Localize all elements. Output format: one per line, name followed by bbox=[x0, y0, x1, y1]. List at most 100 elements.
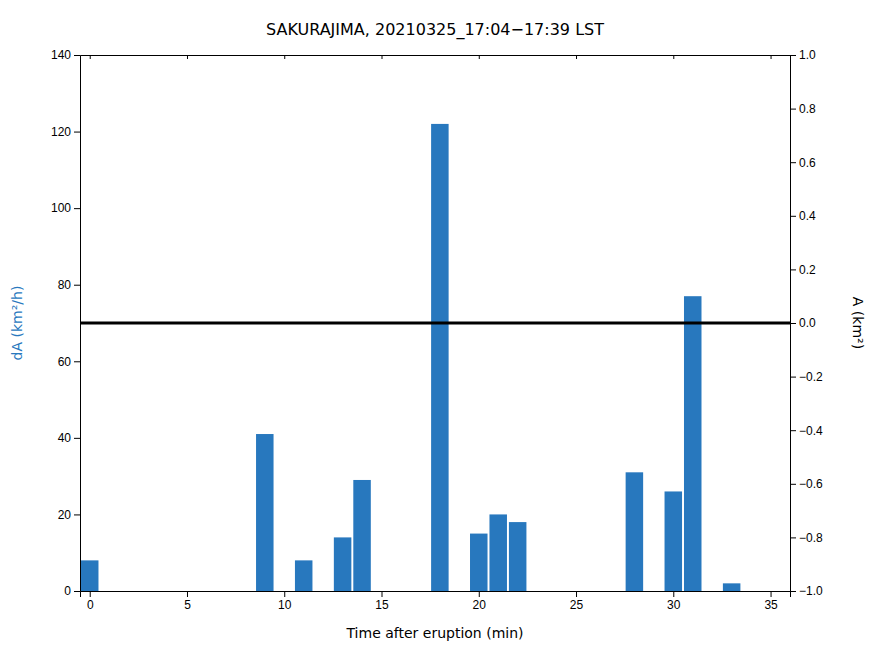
x-axis: 05101520253035 bbox=[81, 591, 791, 612]
tick-label: 5 bbox=[184, 598, 191, 612]
tick bbox=[187, 55, 188, 59]
tick-label: 0.4 bbox=[799, 209, 816, 223]
tick-mark bbox=[74, 438, 80, 439]
bar bbox=[665, 491, 683, 591]
tick-mark bbox=[576, 591, 577, 597]
tick-label: 80 bbox=[58, 278, 72, 292]
marks bbox=[80, 124, 790, 591]
tick-mark bbox=[74, 285, 80, 286]
tick-mark bbox=[284, 591, 285, 597]
tick: 20 bbox=[58, 508, 80, 522]
tick-label: 30 bbox=[667, 598, 681, 612]
tick: 0.6 bbox=[790, 156, 816, 170]
tick: 40 bbox=[58, 431, 80, 445]
tick-mark bbox=[382, 591, 383, 597]
tick-mark bbox=[479, 591, 480, 597]
tick-mark bbox=[74, 55, 80, 56]
tick bbox=[576, 55, 577, 59]
tick-label: 25 bbox=[570, 598, 584, 612]
tick-mark bbox=[74, 591, 80, 592]
tick-mark bbox=[790, 430, 796, 431]
tick: 10 bbox=[278, 591, 292, 612]
tick-label: 40 bbox=[58, 431, 72, 445]
tick-label: 10 bbox=[278, 598, 292, 612]
tick-mark bbox=[790, 323, 796, 324]
tick-mark bbox=[187, 55, 188, 59]
bar bbox=[509, 522, 527, 591]
tick-label: 140 bbox=[51, 48, 71, 62]
tick: 80 bbox=[58, 278, 80, 292]
tick-label: −0.8 bbox=[799, 531, 823, 545]
tick-mark bbox=[90, 55, 91, 59]
y2-axis-title: A (km²) bbox=[850, 297, 866, 349]
tick: 0.0 bbox=[790, 316, 816, 330]
tick-label: 100 bbox=[51, 201, 71, 215]
bar bbox=[723, 583, 741, 591]
bar bbox=[489, 514, 507, 591]
tick: 30 bbox=[667, 591, 681, 612]
axis-line bbox=[81, 592, 791, 598]
tick-mark bbox=[74, 514, 80, 515]
y2-axis: −1.0 −0.8 −0.6 −0.4 −0.2 0.0 0.2 0.4 0.6 0.8 1.0 bbox=[790, 48, 823, 598]
tick-label: −0.6 bbox=[799, 477, 823, 491]
tick-label: 0.8 bbox=[799, 102, 816, 116]
bar bbox=[334, 537, 352, 591]
tick-mark bbox=[790, 216, 796, 217]
tick: 100 bbox=[51, 201, 80, 215]
tick-label: −0.4 bbox=[799, 424, 823, 438]
tick bbox=[382, 55, 383, 59]
tick: 0.4 bbox=[790, 209, 816, 223]
tick: 60 bbox=[58, 355, 80, 369]
tick: 25 bbox=[570, 591, 584, 612]
tick: 20 bbox=[473, 591, 487, 612]
tick-label: 0.6 bbox=[799, 156, 816, 170]
tick: 35 bbox=[764, 591, 778, 612]
tick: −0.2 bbox=[790, 370, 823, 384]
tick-mark bbox=[90, 591, 91, 597]
tick-mark bbox=[790, 591, 796, 592]
tick bbox=[90, 55, 91, 59]
y-axis: 0 20 40 60 80 100 120 140 bbox=[51, 48, 81, 598]
tick-mark bbox=[790, 109, 796, 110]
tick-label: −0.2 bbox=[799, 370, 823, 384]
tick-label: −1.0 bbox=[799, 584, 823, 598]
tick: 1.0 bbox=[790, 48, 816, 62]
tick-label: 1.0 bbox=[799, 48, 816, 62]
tick-mark bbox=[576, 55, 577, 59]
x-axis-title: Time after eruption (min) bbox=[345, 625, 523, 641]
tick: 0 bbox=[64, 584, 80, 598]
bar bbox=[81, 560, 99, 591]
tick-mark bbox=[790, 162, 796, 163]
tick: −1.0 bbox=[790, 584, 823, 598]
bar bbox=[295, 560, 313, 591]
tick-mark bbox=[790, 537, 796, 538]
tick-mark bbox=[771, 591, 772, 597]
tick-mark bbox=[790, 484, 796, 485]
tick-mark bbox=[771, 55, 772, 59]
tick-label: 35 bbox=[764, 598, 778, 612]
tick-mark bbox=[790, 269, 796, 270]
tick-mark bbox=[74, 361, 80, 362]
plot: 0 5 10 15 20 25 30 35 0 20 40 60 80 100 120 140 −1.0 −0.8… bbox=[51, 48, 823, 611]
tick bbox=[479, 55, 480, 59]
bar bbox=[431, 124, 449, 591]
reference-line bbox=[80, 322, 790, 325]
tick-mark bbox=[74, 132, 80, 133]
tick-label: 0.0 bbox=[799, 316, 816, 330]
tick-label: 120 bbox=[51, 125, 71, 139]
tick-mark bbox=[790, 55, 796, 56]
axis-line bbox=[791, 56, 797, 592]
bar bbox=[256, 434, 274, 591]
tick-label: 20 bbox=[473, 598, 487, 612]
tick-label: 15 bbox=[375, 598, 389, 612]
tick: 0.2 bbox=[790, 263, 816, 277]
tick-label: 20 bbox=[58, 508, 72, 522]
tick-label: 60 bbox=[58, 355, 72, 369]
tick: 120 bbox=[51, 125, 80, 139]
tick: 0.8 bbox=[790, 102, 816, 116]
x-axis-top bbox=[81, 55, 791, 59]
tick-mark bbox=[673, 55, 674, 59]
tick-mark bbox=[790, 377, 796, 378]
tick: 15 bbox=[375, 591, 389, 612]
bar bbox=[353, 480, 371, 591]
